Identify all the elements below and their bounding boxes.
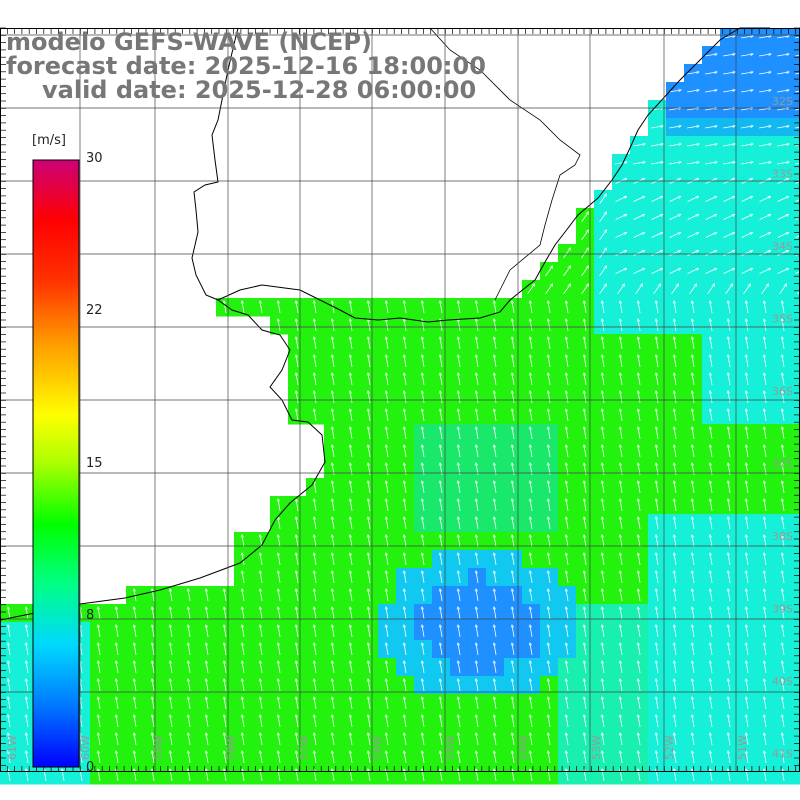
longitude-label: 61W: [6, 735, 19, 760]
wind-cell: [792, 334, 800, 353]
wind-cell: [792, 658, 800, 677]
wind-cell: [792, 64, 800, 83]
colorbar-tick-30: 30: [86, 151, 103, 166]
latitude-label: 32S: [772, 95, 793, 108]
wind-cell: [792, 604, 800, 623]
latitude-label: 39S: [772, 603, 793, 616]
longitude-label: 52W: [663, 735, 676, 760]
longitude-label: 58W: [225, 735, 238, 760]
wind-cell: [792, 586, 800, 605]
wind-cell: [792, 226, 800, 245]
longitude-label: 53W: [590, 735, 603, 760]
wind-cell: [792, 550, 800, 569]
wind-cell: [792, 694, 800, 713]
wind-cell: [792, 370, 800, 389]
latitude-label: 35S: [772, 313, 793, 326]
wind-cell: [792, 46, 800, 65]
title-valid-date: valid date: 2025-12-28 06:00:00: [42, 76, 477, 104]
latitude-label: 41S: [772, 748, 793, 761]
latitude-label: 40S: [772, 675, 793, 688]
wind-cell: [792, 280, 800, 299]
longitude-label: 59W: [152, 735, 165, 760]
wind-cell: [792, 460, 800, 479]
wind-cell: [792, 352, 800, 371]
wind-cell: [792, 388, 800, 407]
longitude-label: 55W: [444, 735, 457, 760]
latitude-label: 38S: [772, 530, 793, 543]
latitude-label: 33S: [772, 168, 793, 181]
latitude-label: 36S: [772, 385, 793, 398]
colorbar-tick-15: 15: [86, 456, 103, 471]
wind-cell: [792, 244, 800, 263]
wind-cell: [792, 298, 800, 317]
latitude-label: 37S: [772, 458, 793, 471]
wind-cell: [792, 118, 800, 137]
wind-cell: [792, 190, 800, 209]
wind-cell: [792, 532, 800, 551]
colorbar-tick-22: 22: [86, 303, 103, 318]
wind-cell: [792, 136, 800, 155]
longitude-label: 57W: [298, 735, 311, 760]
wind-cell: [792, 496, 800, 515]
wind-cell: [792, 478, 800, 497]
longitude-label: 54W: [517, 735, 530, 760]
wind-cell: [792, 262, 800, 281]
wind-cell: [792, 82, 800, 101]
longitude-label: 51W: [736, 735, 749, 760]
wind-cell: [792, 640, 800, 659]
wind-cell: [792, 622, 800, 641]
wind-cell: [792, 154, 800, 173]
wind-cell: [792, 730, 800, 749]
colorbar-tick-8: 8: [86, 608, 95, 623]
wind-cell: [792, 316, 800, 335]
colorbar-unit: [m/s]: [32, 133, 66, 148]
wind-cell: [792, 568, 800, 587]
longitude-label: 60W: [79, 735, 92, 760]
latitude-label: 34S: [772, 240, 793, 253]
wind-cell: [792, 28, 800, 47]
wind-cell: [792, 208, 800, 227]
colorbar-tick-0: 0: [86, 760, 95, 775]
longitude-label: 56W: [371, 735, 384, 760]
wind-cell: [792, 424, 800, 443]
wind-cell: [792, 514, 800, 533]
wind-cell: [792, 100, 800, 119]
colorbar: [32, 159, 80, 768]
